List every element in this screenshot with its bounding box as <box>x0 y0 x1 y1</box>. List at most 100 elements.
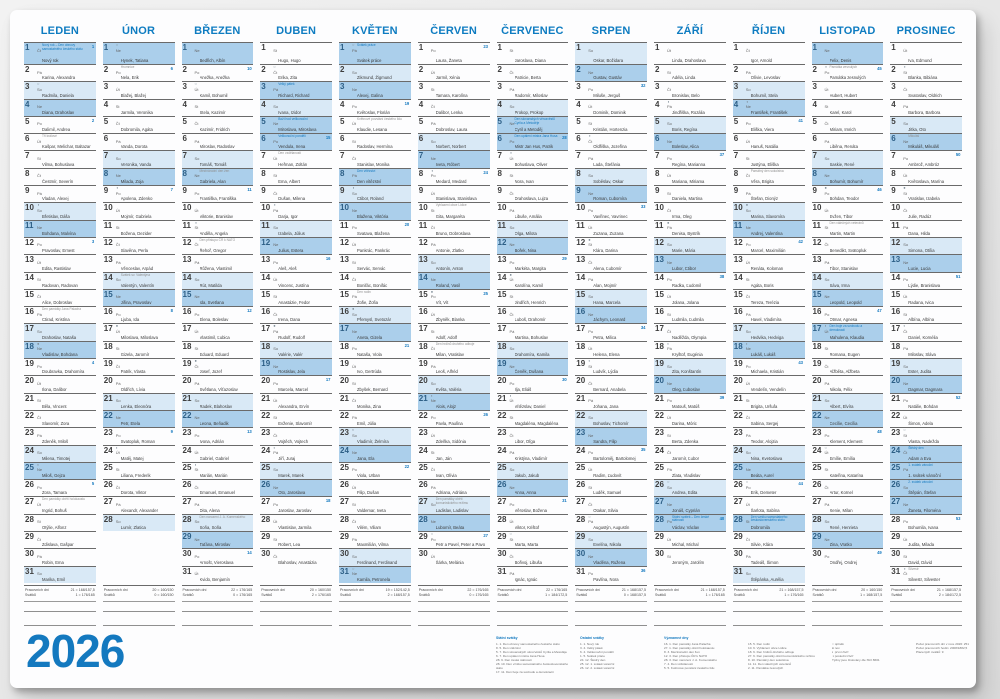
day-cell: 23 Po 48 Klement, Klement <box>811 427 884 444</box>
month-days: 1 Út Iva, Edmund 2 St ◑ Blanka, Bibiána 3 Čt Svat… <box>890 42 962 583</box>
day-number: 7 <box>812 151 817 161</box>
note-line-cell <box>260 598 332 626</box>
week-number: 25 <box>483 290 488 296</box>
day-cell: 19 Čt ● Josef, Jozef <box>181 358 254 375</box>
day-cell: 21 Út ◐ Vítězslav, Daniel <box>496 392 569 410</box>
weekday-abbr: Út <box>667 536 671 542</box>
weekday-abbr: So <box>352 69 357 75</box>
weekday-abbr: St <box>37 155 41 161</box>
day-number: 7 <box>418 151 424 161</box>
observance-label: Vyhlazení obce Lidice <box>435 203 467 208</box>
day-cell: 19 Po 4 Doubravka, Drahomíra <box>24 358 96 375</box>
day-number: 8 <box>655 168 660 178</box>
day-texts: Dalimil, Andrea <box>42 118 91 132</box>
day-number: 25 <box>182 462 192 472</box>
day-number: 10 <box>261 203 271 213</box>
day-number: 5 <box>340 116 345 126</box>
name-days: Sandra, Filip <box>593 438 617 444</box>
weekday-abbr: Po <box>352 467 357 473</box>
weekday-abbr: Čt <box>273 311 278 317</box>
day-number: 20 <box>891 376 901 386</box>
day-number: 22 <box>891 410 901 420</box>
weekday-abbr: St <box>352 501 356 507</box>
day-texts: Lumír, Zlatica <box>121 516 170 530</box>
day-number: 19 <box>576 359 586 369</box>
name-days: Jolana, Jolana <box>672 300 700 306</box>
day-number: 4 <box>655 99 660 109</box>
weekday-abbr: So <box>667 484 672 490</box>
day-cell: 9 Pá Vladan, Alexej <box>24 185 96 202</box>
day-cell: 11 Út Zuzana, Zuzana <box>575 219 647 237</box>
day-texts: Vincenc, Justína <box>278 274 327 288</box>
holidays-value: 1 = 176/165 <box>75 593 95 598</box>
weekday-abbr: Út <box>667 294 671 300</box>
day-number: 10 <box>182 203 192 213</box>
day-cell: 10 Čt Julie, Radúz <box>890 202 962 219</box>
day-cell: 14 Po 38 Radka, Ľudomil <box>654 271 726 289</box>
day-texts: Den vítězství Den vítězství <box>357 169 406 184</box>
name-days: Památka zesnulých <box>829 75 866 81</box>
day-texts: Otakar, Silvia <box>593 498 642 513</box>
note-line <box>339 598 411 612</box>
name-days: Jindřiška, Rozália <box>672 109 705 115</box>
weekday-abbr: Út <box>352 484 356 490</box>
month-days: 1 Ne ○ Hynek, Tatiana 2 Po 6 Hromnice Nela, Erik… <box>102 42 175 532</box>
day-texts: Emílie, Emília <box>830 447 879 461</box>
day-cell: 28 St Den vzniku samostatného českoslovens… <box>732 513 805 532</box>
legend-item: 12. 3. Den přístupu ČR k NATO <box>664 653 708 658</box>
weekday-abbr: St <box>352 259 356 265</box>
name-days: Barbora, Barbora <box>908 109 941 115</box>
day-number: 12 <box>497 237 507 247</box>
day-cell: 14 So Svátek sv. Valentýna Valentýn, Valent… <box>102 271 175 289</box>
day-texts: Boží hod velikonoční Miroslava, Miroslava <box>278 117 327 132</box>
weekday-abbr: Pá <box>430 242 436 248</box>
legend-item: Placených svátků: 9 <box>916 649 944 654</box>
day-number: 19 <box>418 359 428 369</box>
day-number: 28 <box>576 514 586 524</box>
day-texts: Boris, Regína <box>672 118 721 132</box>
name-days: Blažej, Blažej <box>120 92 146 98</box>
day-texts: Elena, Boleslav <box>200 308 249 322</box>
name-days: Bronislav, Belo <box>672 92 700 98</box>
day-number: 27 <box>182 497 192 507</box>
day-texts: Markéta, Margita <box>514 256 564 271</box>
name-days: Vladimír, Želmíra <box>357 438 389 444</box>
weekday-abbr: Út <box>824 207 829 213</box>
day-cell: 23 St Berta, Zdenka <box>654 427 726 444</box>
legend-item: ● nov <box>832 645 840 650</box>
day-number: 12 <box>576 237 586 247</box>
weekday-abbr: Ne <box>194 173 200 179</box>
weekday-abbr: Pá <box>509 450 515 456</box>
day-texts: Renáta, Koloman <box>751 256 800 271</box>
day-texts: Dorota, Viktor <box>121 481 170 495</box>
name-days: Hugo, Hugo <box>278 58 301 63</box>
day-texts: Regína, Marianna <box>672 152 721 167</box>
observance-label: Den památky obětí holokaustu <box>42 497 86 502</box>
weekday-abbr: Po <box>667 155 672 161</box>
working-days-label: Pracovních dní <box>891 587 916 592</box>
day-number: 29 <box>655 532 664 542</box>
day-texts: Libor, Oľga <box>515 429 564 444</box>
moon-phase-icon: ○ <box>824 444 827 450</box>
name-days: Ivo, Gertrúda <box>357 369 382 375</box>
day-cell: 30 Čt Bořivoj, Libuša <box>496 548 569 565</box>
day-number: 7 <box>733 151 739 161</box>
weekday-abbr: Ne <box>509 484 515 490</box>
legend-item: 17. 11. Den boje za svobodu a demokracii <box>496 669 554 674</box>
name-days: Mojmír, Gabriela <box>120 213 152 219</box>
legend-item: Počet pracovních hodin: 2008/1882,5 <box>916 645 968 650</box>
day-number: 12 <box>103 237 113 247</box>
day-number: 6 <box>261 134 266 144</box>
day-cell: 1 Ne Felix, Denis <box>811 42 884 64</box>
weekday-abbr: St <box>745 277 750 283</box>
name-days: Markéta, Margita <box>514 265 546 271</box>
weekday-abbr: Ne <box>588 553 594 559</box>
day-cell: 23 Út Zdeňka, Sidónia <box>417 427 490 444</box>
day-cell: 13 Pá Růžena, Vlastimil <box>181 254 254 271</box>
day-number: 12 <box>25 237 34 247</box>
weekday-abbr: Pá <box>588 519 594 525</box>
day-cell: 1 Ne Bedřich, Albín <box>181 42 254 64</box>
working-days-label: Pracovních dní <box>182 587 207 592</box>
moon-phase-icon: ● <box>194 358 197 364</box>
name-days: Liliana, Frederik <box>120 473 151 479</box>
